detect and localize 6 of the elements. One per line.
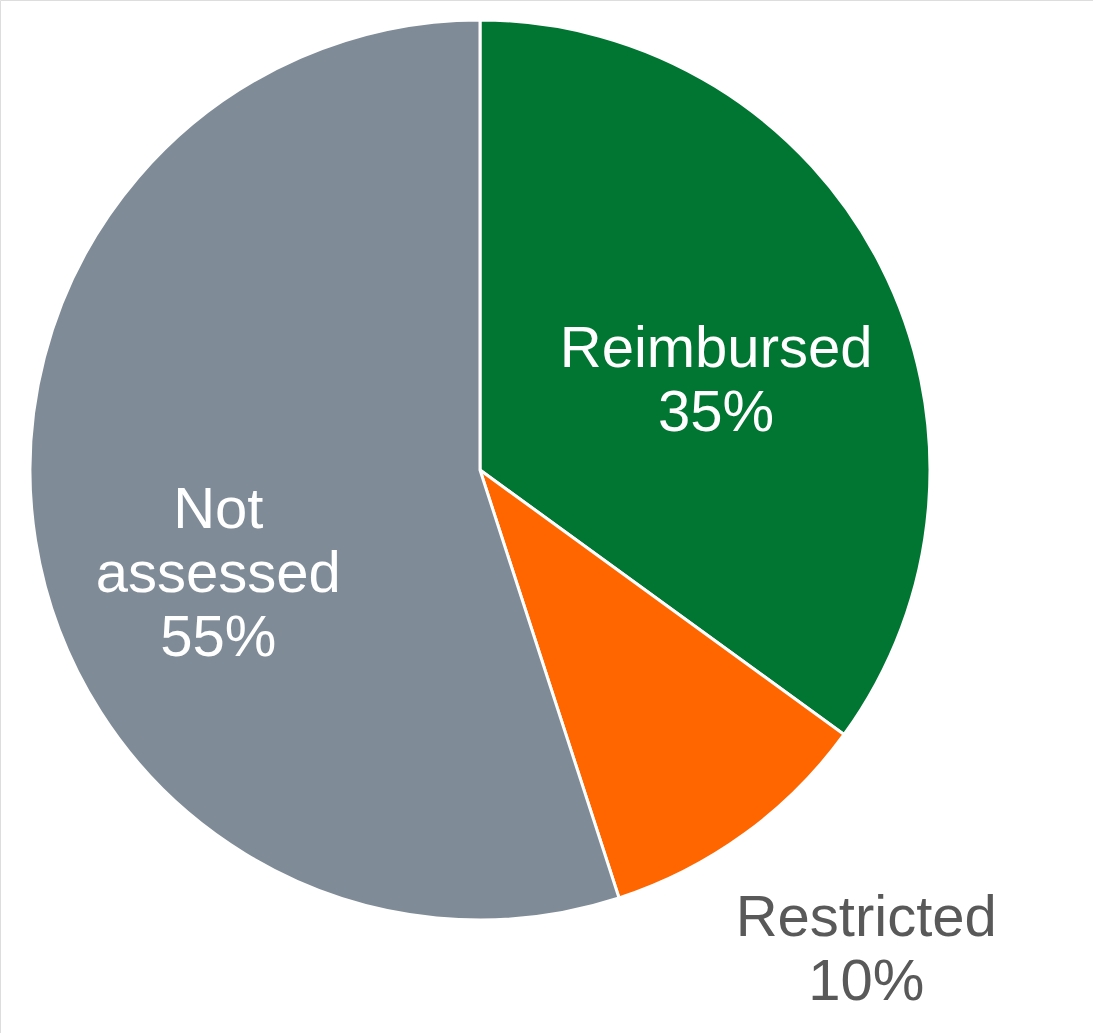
data-label: 55%	[160, 603, 277, 669]
slice-label: Reimbursed	[559, 313, 873, 379]
data-label: 35%	[658, 377, 775, 443]
data-label: 10%	[808, 947, 925, 1012]
slice-label: Restricted	[735, 883, 997, 948]
slice-label: Not assessed	[95, 475, 341, 605]
